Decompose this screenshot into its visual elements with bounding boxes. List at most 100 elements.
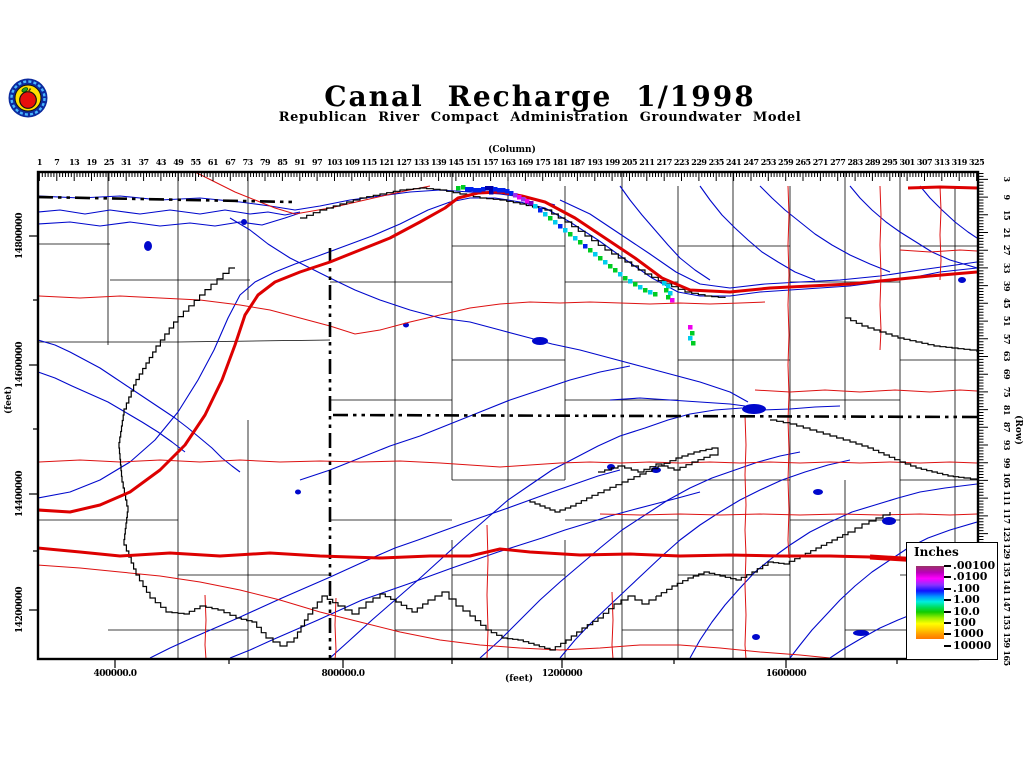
column-tick-label: 235 bbox=[708, 157, 725, 167]
canal-recharge-cell bbox=[618, 272, 623, 277]
legend-tick bbox=[944, 610, 951, 613]
column-tick-label: 187 bbox=[569, 157, 586, 167]
canal-recharge-cell bbox=[664, 288, 669, 293]
river-line bbox=[689, 483, 977, 658]
river-line bbox=[39, 212, 301, 227]
column-tick-label: 115 bbox=[361, 157, 378, 167]
canal-recharge-cell bbox=[588, 248, 593, 253]
column-tick-label: 265 bbox=[795, 157, 811, 167]
legend-value-label: 10.0 bbox=[953, 604, 980, 618]
canal-recharge-cell bbox=[623, 276, 628, 281]
legend-tick bbox=[944, 565, 951, 567]
canal-recharge-cell bbox=[477, 188, 482, 193]
column-tick-label: 295 bbox=[882, 157, 898, 167]
column-tick-label: 301 bbox=[899, 157, 916, 167]
northing-tick-label: 14400000 bbox=[15, 470, 25, 518]
canal-recharge-cell bbox=[633, 282, 638, 287]
canal-recharge-cell bbox=[691, 341, 696, 346]
northing-tick-label: 14800000 bbox=[15, 212, 25, 260]
column-axis-title: (Column) bbox=[488, 145, 536, 155]
lake-polygon bbox=[144, 241, 152, 251]
river-line bbox=[39, 371, 186, 453]
canal-recharge-cell bbox=[583, 244, 588, 249]
column-tick-label: 7 bbox=[54, 157, 60, 167]
column-tick-label: 283 bbox=[847, 157, 863, 167]
canal-recharge-cell bbox=[628, 279, 633, 284]
legend-tick bbox=[944, 633, 951, 636]
river-line bbox=[759, 185, 891, 273]
column-tick-label: 43 bbox=[155, 157, 167, 167]
canal-recharge-cell bbox=[666, 295, 671, 300]
map-frame bbox=[36, 170, 980, 661]
column-tick-label: 139 bbox=[430, 157, 447, 167]
canal-recharge-cell bbox=[668, 291, 673, 296]
legend-value-label: .100 bbox=[953, 581, 980, 595]
river-line bbox=[479, 451, 801, 658]
legend-value-label: 100 bbox=[953, 616, 976, 629]
canal-recharge-cell bbox=[538, 208, 543, 213]
canal-recharge-cell bbox=[670, 298, 675, 303]
model-boundary-stepped-line bbox=[845, 317, 977, 352]
road-line bbox=[879, 185, 882, 351]
column-tick-label: 253 bbox=[760, 157, 777, 167]
column-tick-label: 109 bbox=[344, 157, 360, 167]
column-tick-label: 13 bbox=[69, 157, 80, 167]
column-tick-label: 205 bbox=[621, 157, 638, 167]
column-tick-label: 241 bbox=[725, 157, 742, 167]
column-tick-label: 145 bbox=[448, 157, 464, 167]
road-line bbox=[195, 173, 431, 215]
canal-recharge-cell bbox=[603, 260, 608, 265]
column-tick-label: 157 bbox=[483, 157, 499, 167]
legend-title: Inches bbox=[914, 545, 959, 559]
column-tick-label: 127 bbox=[396, 157, 412, 167]
road-line bbox=[899, 249, 977, 253]
road-line bbox=[599, 513, 977, 516]
county-boundary-line bbox=[177, 339, 331, 343]
canal-recharge-cell bbox=[648, 290, 653, 295]
column-tick-label: 271 bbox=[812, 157, 829, 167]
column-tick-label: 133 bbox=[413, 157, 430, 167]
column-tick-label: 163 bbox=[500, 157, 516, 167]
column-tick-label: 199 bbox=[604, 157, 621, 167]
northing-axis-ticks bbox=[29, 235, 38, 611]
legend-value-label: .00100 bbox=[953, 559, 996, 572]
highway-line bbox=[39, 190, 977, 514]
model-boundary-stepped-line bbox=[118, 267, 657, 651]
column-tick-label: 175 bbox=[535, 157, 551, 167]
legend-value-label: 10000 bbox=[953, 638, 992, 652]
column-tick-label: 217 bbox=[656, 157, 673, 167]
legend-tick bbox=[944, 622, 951, 624]
canal-recharge-cell bbox=[690, 331, 695, 336]
column-tick-label: 319 bbox=[951, 157, 968, 167]
column-tick-label: 247 bbox=[743, 157, 759, 167]
column-tick-label: 79 bbox=[259, 157, 271, 167]
canal-recharge-cell bbox=[548, 216, 553, 221]
canal-recharge-cell bbox=[529, 201, 534, 206]
river-line bbox=[789, 521, 977, 658]
canal-recharge-cell bbox=[497, 188, 502, 193]
column-tick-label: 169 bbox=[517, 157, 534, 167]
legend-box: Inches .00100.0100.100 1.00 10.0 100 1000 100… bbox=[906, 542, 998, 660]
canal-recharge-cell bbox=[505, 189, 510, 194]
canal-recharge-cell bbox=[662, 281, 667, 286]
canal-recharge-cell bbox=[473, 188, 478, 193]
river-line bbox=[919, 185, 977, 239]
canal-recharge-cell bbox=[513, 193, 518, 198]
canal-recharge-cell bbox=[543, 212, 548, 217]
column-tick-label: 85 bbox=[277, 157, 288, 167]
canal-recharge-cell bbox=[533, 204, 538, 209]
apple-stem-icon bbox=[27, 88, 32, 93]
canal-recharge-cell bbox=[509, 191, 514, 196]
column-tick-label: 259 bbox=[778, 157, 794, 167]
column-tick-label: 1 bbox=[36, 157, 43, 167]
river-line bbox=[149, 469, 621, 658]
column-tick-label: 211 bbox=[639, 157, 655, 167]
canal-recharge-cell bbox=[568, 232, 573, 237]
lake-polygon bbox=[295, 489, 301, 495]
canal-recharge-cell bbox=[481, 187, 486, 192]
model-boundary-stepped-line bbox=[770, 419, 977, 480]
column-tick-label: 91 bbox=[294, 157, 306, 167]
lake-polygon bbox=[241, 219, 247, 225]
canal-recharge-cell bbox=[563, 228, 568, 233]
